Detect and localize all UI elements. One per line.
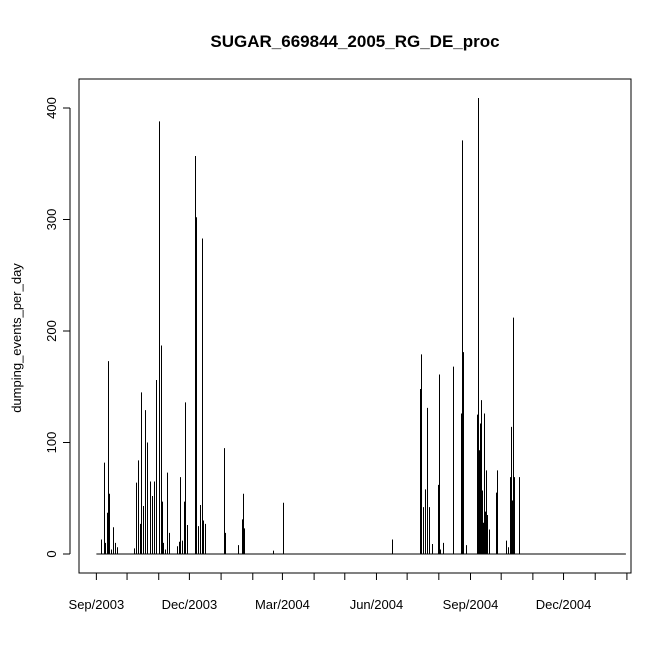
y-tick-label: 400	[44, 97, 59, 119]
y-tick-label: 200	[44, 320, 59, 342]
y-tick-label: 0	[44, 550, 59, 557]
series-bars	[96, 97, 626, 555]
x-axis: Sep/2003 Dec/2003 Mar/2004 Jun/2004 Sep/2004…	[69, 572, 628, 612]
x-tick-label: Mar/2004	[255, 597, 310, 612]
y-tick-label: 300	[44, 209, 59, 231]
x-tick-label: Dec/2004	[536, 597, 592, 612]
chart-title: SUGAR_669844_2005_RG_DE_proc	[210, 32, 499, 51]
x-tick-label: Sep/2003	[69, 597, 125, 612]
y-axis: 0 100 200 300 400	[44, 97, 71, 558]
x-tick-label: Sep/2004	[443, 597, 499, 612]
x-tick-label: Dec/2003	[162, 597, 218, 612]
y-tick-label: 100	[44, 432, 59, 454]
y-axis-label: dumping_events_per_day	[9, 263, 24, 413]
x-tick-label: Jun/2004	[350, 597, 404, 612]
